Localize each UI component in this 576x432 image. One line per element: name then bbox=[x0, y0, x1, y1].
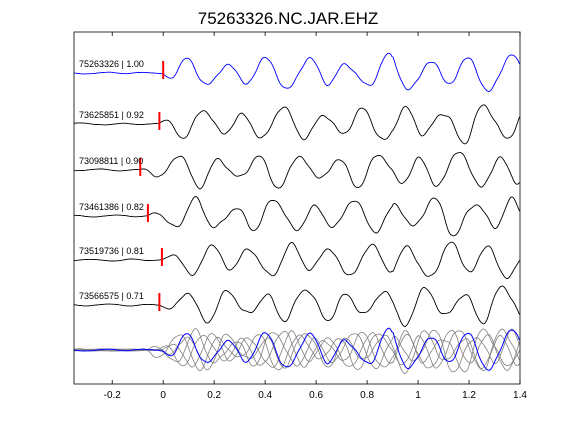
x-tick-label: 0.4 bbox=[258, 390, 272, 401]
x-tick-label: 1.4 bbox=[513, 390, 527, 401]
trace-line bbox=[73, 104, 520, 145]
trace-line bbox=[73, 52, 520, 92]
x-tick-label: 0.8 bbox=[360, 390, 374, 401]
trace-label: 73461386 | 0.82 bbox=[79, 202, 144, 212]
x-tick-label: -0.2 bbox=[104, 390, 122, 401]
x-axis: -0.2 0 0.2 0.4 0.6 0.8 1 1.2 1.4 bbox=[104, 32, 527, 401]
chart-title: 75263326.NC.JAR.EHZ bbox=[198, 9, 378, 28]
x-tick-label: 1 bbox=[415, 390, 421, 401]
trace-label: 73098811 | 0.90 bbox=[79, 156, 143, 166]
trace-label: 73625851 | 0.92 bbox=[79, 110, 144, 120]
trace-line bbox=[73, 285, 520, 327]
x-tick-label: 0.6 bbox=[309, 390, 323, 401]
trace-line bbox=[73, 241, 520, 280]
trace-label: 75263326 | 1.00 bbox=[79, 59, 144, 69]
stack-reference-line bbox=[73, 327, 520, 371]
trace-label: 73566575 | 0.71 bbox=[79, 291, 144, 301]
plot-area: 75263326 | 1.00 73625851 | 0.92 73098811 |… bbox=[73, 52, 520, 375]
stack-trace-line bbox=[74, 329, 520, 371]
x-tick-label: 0.2 bbox=[207, 390, 221, 401]
trace-line bbox=[73, 152, 520, 190]
trace-label: 73519736 | 0.81 bbox=[79, 246, 144, 256]
axes-frame bbox=[73, 31, 521, 385]
x-tick-label: 1.2 bbox=[462, 390, 476, 401]
x-tick-label: 0 bbox=[160, 390, 166, 401]
